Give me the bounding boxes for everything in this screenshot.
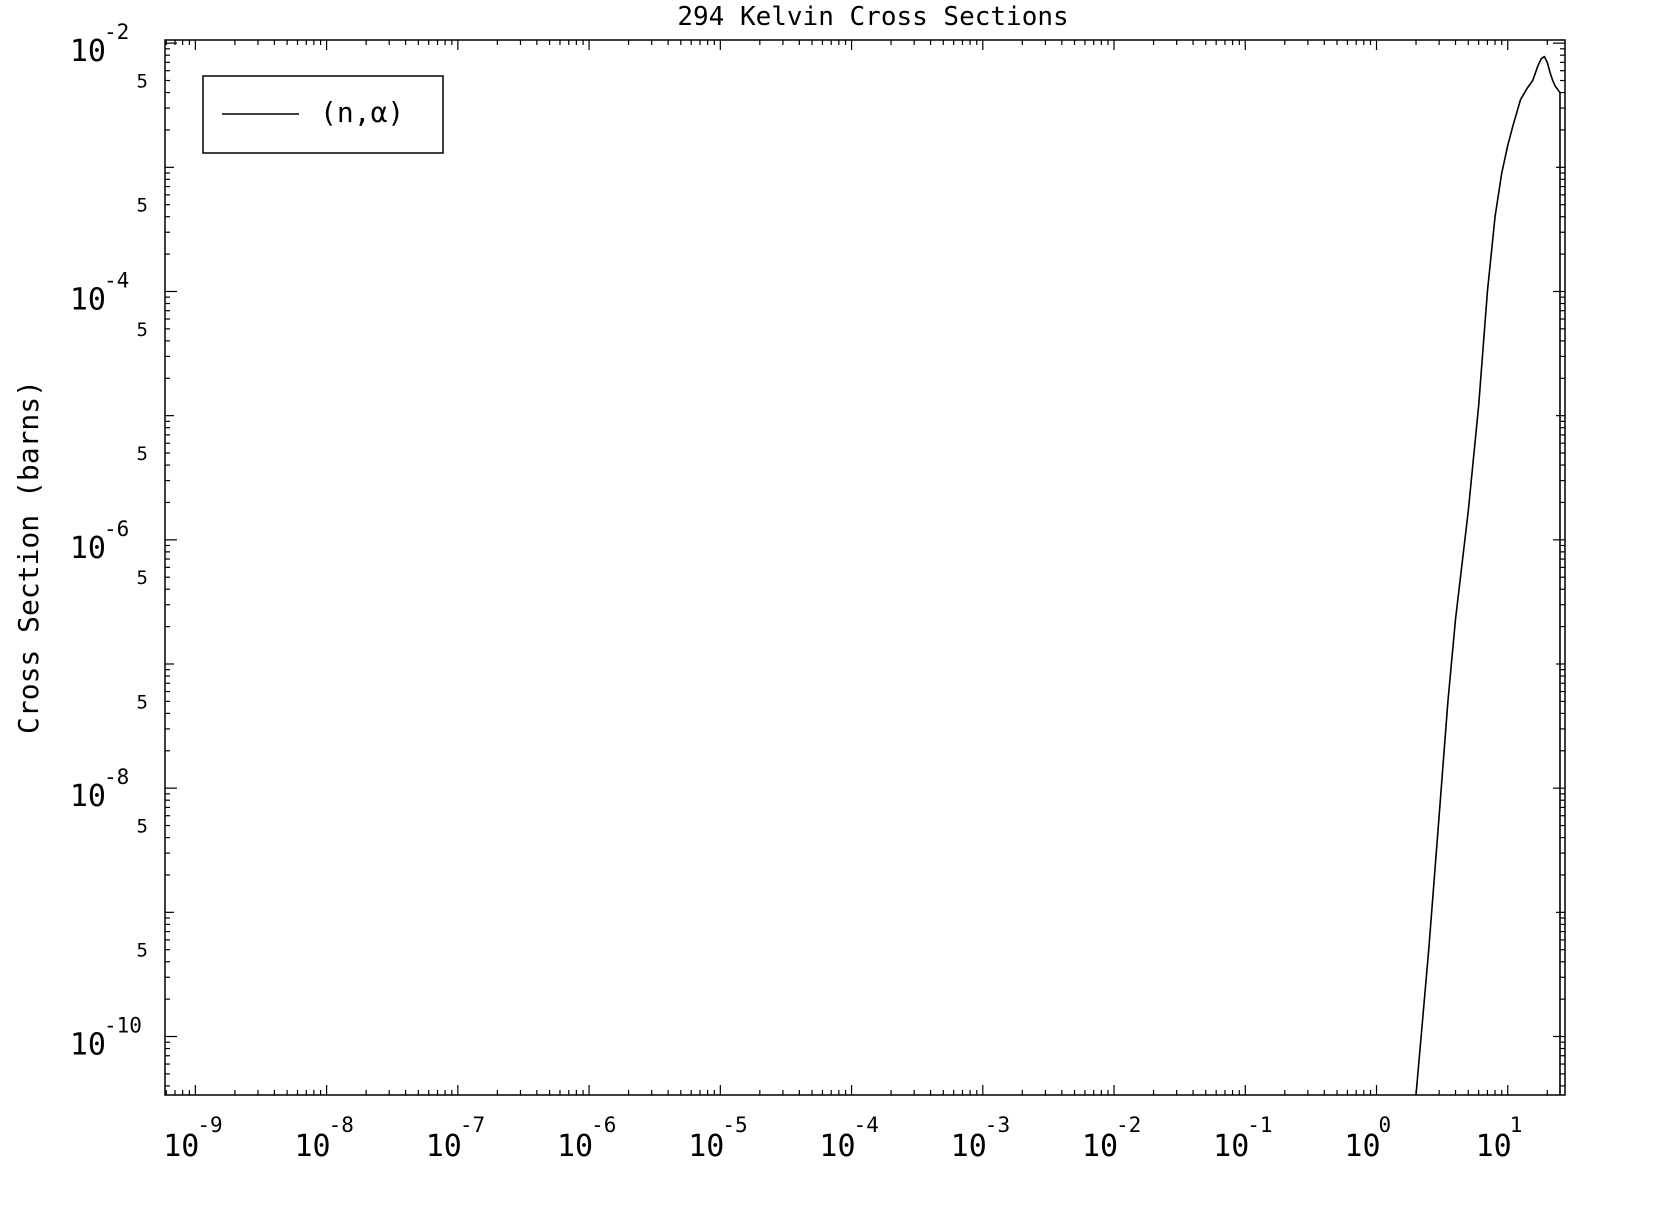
x-tick-exponent: -2 xyxy=(1116,1113,1141,1137)
x-tick-exponent: -6 xyxy=(591,1113,616,1137)
y-tick-mantissa: 10 xyxy=(70,282,106,317)
x-tick-exponent: 0 xyxy=(1379,1113,1392,1137)
x-tick-exponent: -3 xyxy=(985,1113,1010,1137)
x-tick-label: 10-2 xyxy=(1082,1113,1141,1164)
x-tick-label: 10-8 xyxy=(294,1113,353,1164)
y-minor-tick-label: 5 xyxy=(137,195,148,217)
x-tick-exponent: -4 xyxy=(854,1113,879,1137)
y-tick-exponent: -8 xyxy=(104,765,129,789)
y-tick-mantissa: 10 xyxy=(70,1028,106,1063)
x-tick-label: 10-6 xyxy=(557,1113,616,1164)
y-minor-tick-label: 5 xyxy=(137,443,148,465)
x-tick-label: 10-5 xyxy=(688,1113,747,1164)
y-tick-exponent: -2 xyxy=(104,20,129,44)
x-tick-exponent: -9 xyxy=(197,1113,222,1137)
y-tick-exponent: -4 xyxy=(104,268,129,292)
x-tick-exponent: -8 xyxy=(329,1113,354,1137)
y-tick-mantissa: 10 xyxy=(70,531,106,566)
y-tick-label: 10-2 xyxy=(70,20,129,69)
axis-ticks xyxy=(165,40,1565,1095)
x-tick-mantissa: 10 xyxy=(426,1129,462,1164)
x-tick-label: 10-9 xyxy=(163,1113,222,1164)
x-tick-mantissa: 10 xyxy=(1213,1129,1249,1164)
y-tick-label: 10-4 xyxy=(70,268,129,317)
legend: (n,α) xyxy=(202,75,444,154)
series-line-0 xyxy=(1415,55,1561,1095)
x-tick-label: 10-1 xyxy=(1213,1113,1272,1164)
y-tick-label: 10-6 xyxy=(70,517,129,566)
x-tick-mantissa: 10 xyxy=(1476,1129,1512,1164)
x-tick-mantissa: 10 xyxy=(294,1129,330,1164)
x-tick-exponent: -7 xyxy=(460,1113,485,1137)
x-tick-label: 100 xyxy=(1344,1113,1391,1164)
x-tick-label: 10-3 xyxy=(951,1113,1010,1164)
legend-entry-n-alpha: (n,α) xyxy=(320,96,404,129)
y-minor-tick-label: 5 xyxy=(137,567,148,589)
x-tick-mantissa: 10 xyxy=(688,1129,724,1164)
x-tick-exponent: -5 xyxy=(722,1113,747,1137)
y-tick-label: 10-8 xyxy=(70,765,129,814)
x-tick-mantissa: 10 xyxy=(163,1129,199,1164)
x-tick-label: 10-7 xyxy=(426,1113,485,1164)
chart-title: 294 Kelvin Cross Sections xyxy=(677,2,1068,32)
x-tick-mantissa: 10 xyxy=(1082,1129,1118,1164)
y-tick-exponent: -10 xyxy=(104,1014,142,1038)
x-tick-mantissa: 10 xyxy=(557,1129,593,1164)
axis-tick-labels: 10-910-810-710-610-510-410-310-210-11001… xyxy=(70,20,1523,1164)
plot-frame xyxy=(164,39,1566,1096)
y-minor-tick-label: 5 xyxy=(137,691,148,713)
x-tick-mantissa: 10 xyxy=(951,1129,987,1164)
y-minor-tick-label: 5 xyxy=(137,940,148,962)
y-tick-label: 10-10 xyxy=(70,1014,142,1063)
y-tick-exponent: -6 xyxy=(104,517,129,541)
x-tick-label: 10-4 xyxy=(819,1113,878,1164)
y-tick-mantissa: 10 xyxy=(70,779,106,814)
x-tick-exponent: -1 xyxy=(1247,1113,1272,1137)
y-minor-tick-label: 5 xyxy=(137,71,148,93)
series-layer xyxy=(1415,55,1561,1095)
y-minor-tick-label: 5 xyxy=(137,319,148,341)
x-tick-mantissa: 10 xyxy=(819,1129,855,1164)
x-tick-exponent: 1 xyxy=(1510,1113,1523,1137)
x-tick-mantissa: 10 xyxy=(1344,1129,1380,1164)
y-axis-label: Cross Section (barns) xyxy=(12,380,45,734)
x-tick-label: 101 xyxy=(1476,1113,1523,1164)
y-tick-mantissa: 10 xyxy=(70,34,106,69)
y-minor-tick-label: 5 xyxy=(137,816,148,838)
